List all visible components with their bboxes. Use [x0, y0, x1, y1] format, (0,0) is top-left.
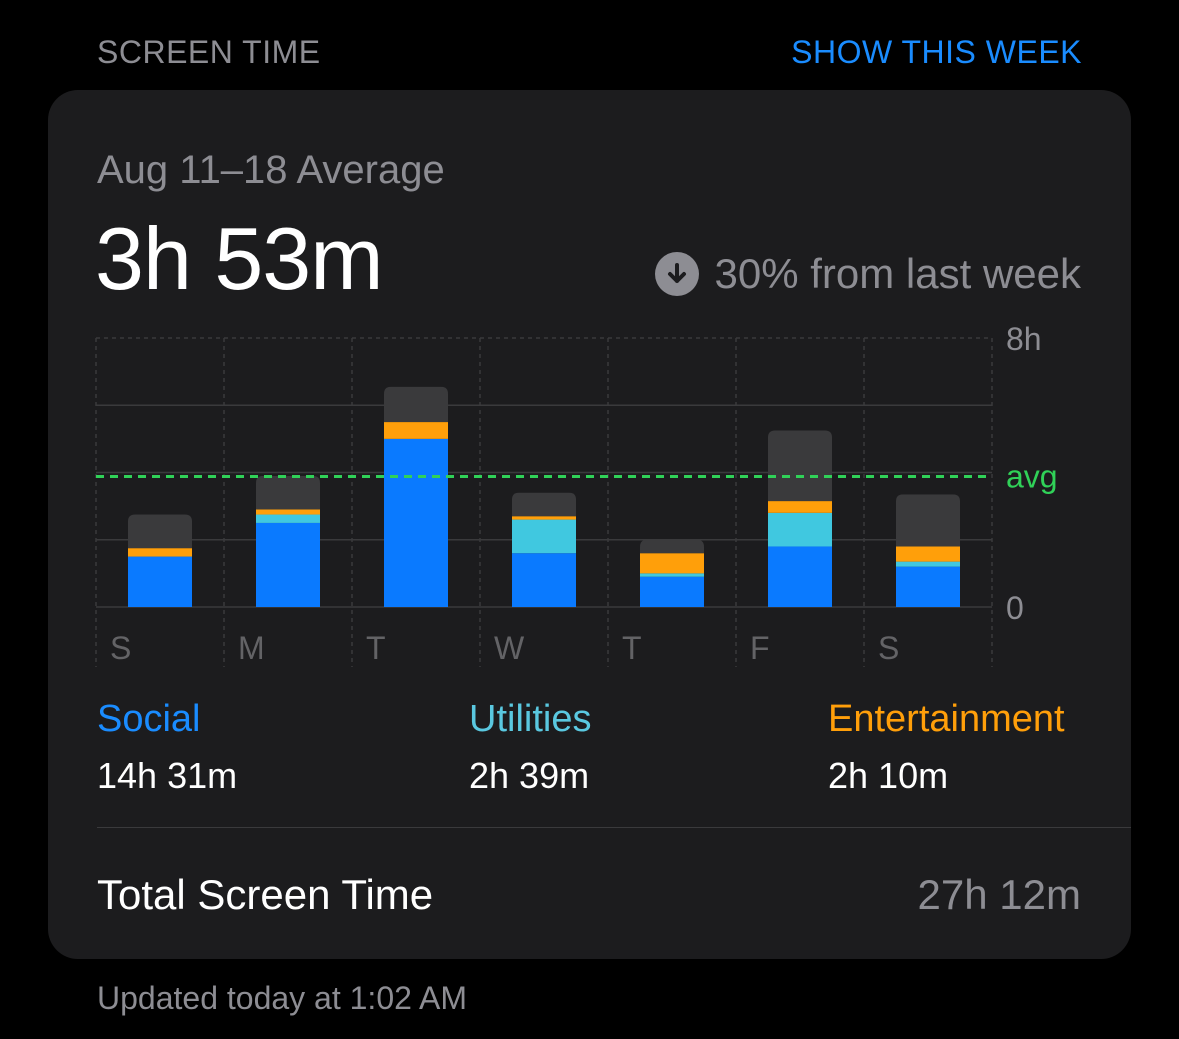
- bar-segment-social: [384, 438, 448, 607]
- bar-segment-entertainment: [384, 422, 448, 439]
- divider: [97, 827, 1131, 828]
- day-bar[interactable]: [640, 539, 704, 607]
- category-social[interactable]: Social 14h 31m: [97, 698, 237, 797]
- total-value: 27h 12m: [917, 871, 1081, 918]
- arrow-down-circle-icon: [654, 252, 699, 296]
- period-label: Aug 11–18 Average: [97, 148, 445, 192]
- day-bar[interactable]: [256, 475, 320, 607]
- bar-segment-social: [256, 522, 320, 607]
- weekly-change: 30% from last week: [654, 250, 1081, 298]
- weekly-change-text: 30% from last week: [714, 250, 1081, 297]
- category-time: 2h 10m: [828, 755, 949, 796]
- category-name: Social: [97, 698, 201, 740]
- average-line-label: avg: [1006, 459, 1058, 495]
- bar-segment-entertainment: [896, 546, 960, 562]
- day-label: T: [366, 630, 386, 666]
- updated-timestamp: Updated today at 1:02 AM: [97, 980, 468, 1016]
- bar-segment-utilities: [512, 519, 576, 554]
- total-screen-time-row[interactable]: Total Screen Time 27h 12m: [97, 865, 1081, 925]
- section-title: SCREEN TIME: [97, 33, 321, 70]
- bar-segment-social: [640, 576, 704, 607]
- category-time: 14h 31m: [97, 755, 238, 796]
- day-label: S: [878, 630, 899, 666]
- day-bar[interactable]: [768, 430, 832, 607]
- day-bar[interactable]: [512, 492, 576, 607]
- bar-segment-other: [128, 514, 192, 549]
- bar-segment-social: [896, 566, 960, 607]
- bar-segment-other: [512, 492, 576, 517]
- day-label: W: [494, 630, 525, 666]
- bar-segment-utilities: [896, 561, 960, 567]
- bar-segment-social: [768, 546, 832, 607]
- daily-average-value: 3h 53m: [95, 209, 384, 308]
- day-label: M: [238, 630, 265, 666]
- day-label: S: [110, 630, 131, 666]
- screen-time-card[interactable]: Aug 11–18 Average 3h 53m 30% from last w…: [48, 90, 1131, 959]
- bar-segment-other: [384, 386, 448, 423]
- bar-segment-social: [128, 556, 192, 607]
- show-this-week-link[interactable]: SHOW THIS WEEK: [791, 33, 1082, 70]
- category-name: Entertainment: [828, 698, 1065, 740]
- y-tick-label-max: 8h: [1006, 321, 1042, 357]
- bar-segment-utilities: [640, 573, 704, 577]
- bar-segment-entertainment: [256, 509, 320, 515]
- day-bar[interactable]: [128, 514, 192, 607]
- category-entertainment[interactable]: Entertainment 2h 10m: [828, 698, 1065, 797]
- y-tick-label-zero: 0: [1006, 590, 1024, 626]
- bar-segment-entertainment: [512, 516, 576, 520]
- bar-segment-entertainment: [768, 501, 832, 513]
- bar-segment-entertainment: [128, 548, 192, 557]
- day-label: F: [750, 630, 770, 666]
- bar-segment-entertainment: [640, 553, 704, 574]
- bar-segment-utilities: [256, 514, 320, 523]
- category-summary: Social 14h 31m Utilities 2h 39m Entertai…: [97, 698, 1081, 808]
- day-bar[interactable]: [896, 494, 960, 607]
- bar-segment-utilities: [768, 512, 832, 547]
- category-name: Utilities: [469, 698, 592, 740]
- bar-segment-other: [896, 494, 960, 547]
- day-bar[interactable]: [384, 386, 448, 607]
- bar-segment-social: [512, 553, 576, 607]
- day-label: T: [622, 630, 642, 666]
- total-label: Total Screen Time: [97, 871, 434, 918]
- bar-segment-other: [640, 539, 704, 554]
- category-utilities[interactable]: Utilities 2h 39m: [469, 698, 591, 797]
- bar-segment-other: [768, 430, 832, 502]
- category-time: 2h 39m: [469, 755, 590, 796]
- section-header: SCREEN TIME SHOW THIS WEEK: [97, 30, 1082, 74]
- bar-segment-other: [256, 475, 320, 510]
